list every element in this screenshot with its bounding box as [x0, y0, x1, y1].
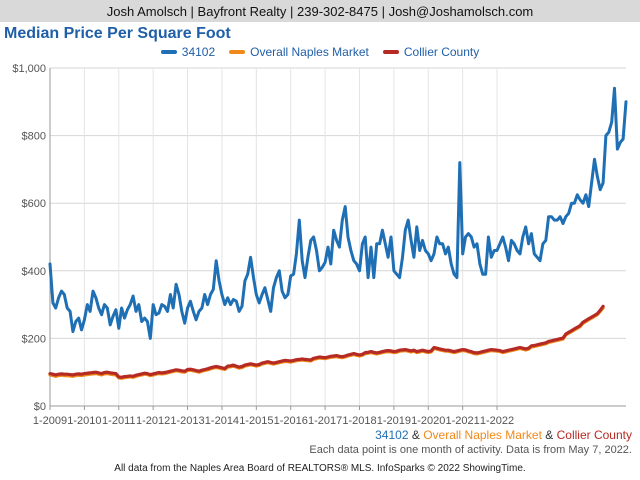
- y-tick-label: $600: [22, 198, 46, 210]
- caption-34102: 34102: [375, 428, 409, 442]
- x-tick-label: 1-2016: [274, 415, 308, 427]
- caption-collier: Collier County: [556, 428, 632, 442]
- x-tick-label: 1-2011: [102, 415, 135, 427]
- data-credit: All data from the Naples Area Board of R…: [114, 463, 526, 474]
- data-note: Each data point is one month of activity…: [309, 444, 632, 456]
- caption-amp-1: &: [411, 428, 420, 442]
- chart-title: Median Price Per Square Foot: [4, 25, 231, 42]
- x-tick-label: 1-2020: [411, 415, 445, 427]
- chart-legend: 34102 Overall Naples Market Collier Coun…: [0, 45, 640, 59]
- x-tick-label: 1-2009: [33, 415, 67, 427]
- caption-naples: Overall Naples Market: [423, 428, 542, 442]
- y-tick-label: $1,000: [12, 63, 46, 75]
- legend-label-collier: Collier County: [403, 45, 480, 59]
- contact-banner: Josh Amolsch | Bayfront Realty | 239-302…: [0, 0, 640, 22]
- y-tick-label: $800: [22, 131, 46, 143]
- legend-item-34102[interactable]: 34102: [160, 45, 216, 59]
- caption-amp-2: &: [545, 428, 554, 442]
- x-tick-label: 1-2010: [67, 415, 101, 427]
- x-tick-label: 1-2014: [205, 415, 239, 427]
- series-line-naples: [48, 306, 605, 380]
- x-tick-label: 1-2012: [136, 415, 170, 427]
- legend-swatch-naples: [229, 50, 246, 54]
- x-tick-label: 1-2019: [377, 415, 411, 427]
- x-tick-label: 1-2015: [239, 415, 273, 427]
- x-tick-label: 1-2013: [170, 415, 204, 427]
- legend-swatch-34102: [160, 50, 177, 54]
- x-tick-label: 1-2018: [342, 415, 376, 427]
- legend-item-collier[interactable]: Collier County: [382, 45, 480, 59]
- y-tick-label: $200: [22, 333, 46, 345]
- series-caption: 34102 & Overall Naples Market & Collier …: [375, 428, 632, 442]
- y-tick-label: $0: [34, 401, 46, 413]
- series-line-collier: [48, 304, 605, 379]
- legend-label-naples: Overall Naples Market: [250, 45, 369, 59]
- contact-text: Josh Amolsch | Bayfront Realty | 239-302…: [106, 3, 534, 19]
- legend-item-naples[interactable]: Overall Naples Market: [229, 45, 369, 59]
- x-tick-label: 1-2021: [446, 415, 480, 427]
- legend-label-34102: 34102: [181, 45, 216, 59]
- series-line-34102: [48, 86, 628, 340]
- x-tick-label: 1-2017: [308, 415, 342, 427]
- legend-swatch-collier: [382, 50, 399, 54]
- y-tick-label: $400: [22, 266, 46, 278]
- x-tick-label: 1-2022: [480, 415, 514, 427]
